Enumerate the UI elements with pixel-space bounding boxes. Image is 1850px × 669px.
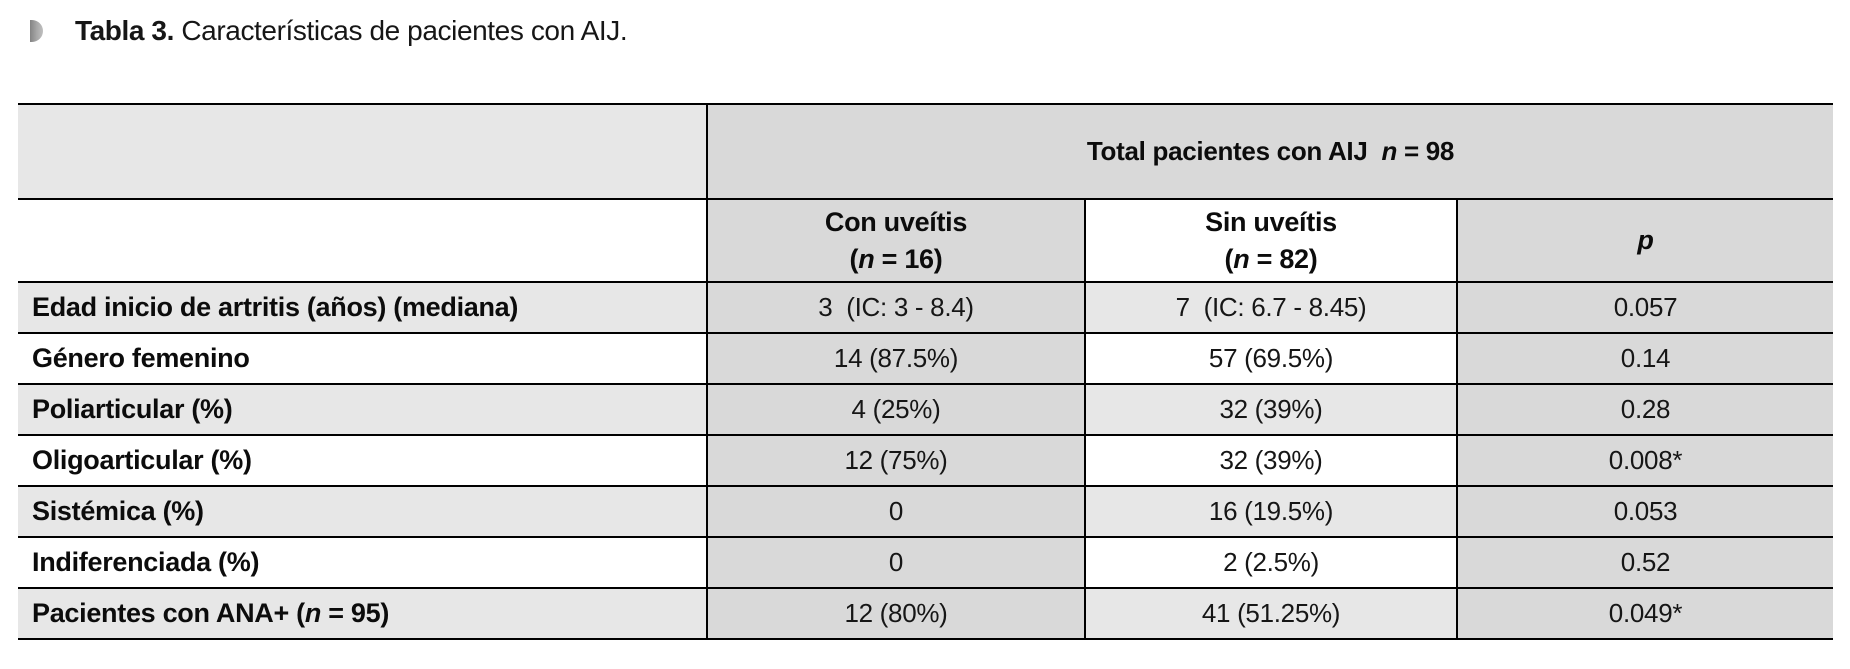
n-count: = 82) xyxy=(1249,243,1318,274)
table-row-sistemica: Sistémica (%) 0 16 (19.5%) 0.053 xyxy=(18,485,1833,538)
table-row-oligoarticular: Oligoarticular (%) 12 (75%) 32 (39%) 0.0… xyxy=(18,434,1833,487)
column-header-row: Con uveítis (n = 16) Sin uveítis (n = 82… xyxy=(18,198,1833,283)
row-label-cell: Pacientes con ANA+ (n = 95) xyxy=(18,587,707,640)
con-uveitis-value-cell: 3 (IC: 3 - 8.4) xyxy=(706,281,1085,334)
row-label-cell: Indiferenciada (%) xyxy=(18,536,707,589)
con-uveitis-value-cell: 14 (87.5%) xyxy=(706,332,1085,385)
sin-uveitis-value-cell: 32 (39%) xyxy=(1084,434,1457,487)
table-row-genero-femenino: Género femenino 14 (87.5%) 57 (69.5%) 0.… xyxy=(18,332,1833,385)
column-header-sin-uveitis: Sin uveítis (n = 82) xyxy=(1084,198,1457,283)
row-label-cell: Género femenino xyxy=(18,332,707,385)
caption-text: Tabla 3. Características de pacientes co… xyxy=(75,15,628,47)
empty-label-header-cell xyxy=(18,198,707,283)
column-header-title: Con uveítis xyxy=(824,206,968,237)
con-uveitis-value-cell: 12 (80%) xyxy=(706,587,1085,640)
row-label-cell: Edad inicio de artritis (años) (mediana) xyxy=(18,281,707,334)
caption-label: Tabla 3. xyxy=(75,15,174,46)
table-row-poliarticular: Poliarticular (%) 4 (25%) 32 (39%) 0.28 xyxy=(18,383,1833,436)
row-label-cell: Sistémica (%) xyxy=(18,485,707,538)
row-label-cell: Poliarticular (%) xyxy=(18,383,707,436)
table-row-indiferenciada: Indiferenciada (%) 0 2 (2.5%) 0.52 xyxy=(18,536,1833,589)
n-symbol: n xyxy=(1381,136,1398,166)
empty-corner-cell xyxy=(18,103,707,200)
p-value-cell: 0.14 xyxy=(1456,332,1833,385)
row-label-count: = 95) xyxy=(321,598,390,628)
group-header-cell: Total pacientes con AIJ n = 98 xyxy=(706,103,1833,200)
group-header-row: Total pacientes con AIJ n = 98 xyxy=(18,103,1833,200)
caption-title: Características de pacientes con AIJ. xyxy=(173,15,628,46)
p-value-cell: 0.008* xyxy=(1456,434,1833,487)
group-header-count: = 98 xyxy=(1397,136,1455,166)
patients-characteristics-table: Total pacientes con AIJ n = 98 Con uveít… xyxy=(18,103,1833,640)
column-header-n: (n = 82) xyxy=(1087,241,1456,278)
con-uveitis-value-cell: 0 xyxy=(706,485,1085,538)
paren-open: ( xyxy=(1224,243,1234,274)
p-value-cell: 0.053 xyxy=(1456,485,1833,538)
sin-uveitis-value-cell: 57 (69.5%) xyxy=(1084,332,1457,385)
con-uveitis-value-cell: 0 xyxy=(706,536,1085,589)
row-label-cell: Oligoarticular (%) xyxy=(18,434,707,487)
n-symbol: n xyxy=(1233,243,1250,274)
p-value-cell: 0.52 xyxy=(1456,536,1833,589)
table-row-edad-inicio: Edad inicio de artritis (años) (mediana)… xyxy=(18,281,1833,334)
sin-uveitis-value-cell: 2 (2.5%) xyxy=(1084,536,1457,589)
p-value-cell: 0.28 xyxy=(1456,383,1833,436)
p-symbol: p xyxy=(1637,225,1654,255)
row-label-text: Pacientes con ANA+ ( xyxy=(32,598,305,628)
sin-uveitis-value-cell: 32 (39%) xyxy=(1084,383,1457,436)
column-header-title: Sin uveítis xyxy=(1205,206,1337,237)
con-uveitis-value-cell: 12 (75%) xyxy=(706,434,1085,487)
p-value-cell: 0.049* xyxy=(1456,587,1833,640)
table-caption: Tabla 3. Características de pacientes co… xyxy=(30,12,628,50)
sin-uveitis-value-cell: 41 (51.25%) xyxy=(1084,587,1457,640)
table-body: Edad inicio de artritis (años) (mediana)… xyxy=(18,281,1833,640)
n-symbol: n xyxy=(304,598,322,628)
column-header-p-value: p xyxy=(1456,198,1833,283)
table-row-pacientes-ana: Pacientes con ANA+ (n = 95) 12 (80%) 41 … xyxy=(18,587,1833,640)
table-header: Total pacientes con AIJ n = 98 Con uveít… xyxy=(18,103,1833,283)
p-value-cell: 0.057 xyxy=(1456,281,1833,334)
caption-bullet-icon xyxy=(30,20,43,42)
group-header-text: Total pacientes con AIJ xyxy=(1086,136,1375,166)
column-header-con-uveitis: Con uveítis (n = 16) xyxy=(706,198,1085,283)
n-count: = 16) xyxy=(874,243,943,274)
column-header-n: (n = 16) xyxy=(709,241,1084,278)
con-uveitis-value-cell: 4 (25%) xyxy=(706,383,1085,436)
sin-uveitis-value-cell: 16 (19.5%) xyxy=(1084,485,1457,538)
sin-uveitis-value-cell: 7 (IC: 6.7 - 8.45) xyxy=(1084,281,1457,334)
paren-open: ( xyxy=(849,243,859,274)
n-symbol: n xyxy=(858,243,875,274)
